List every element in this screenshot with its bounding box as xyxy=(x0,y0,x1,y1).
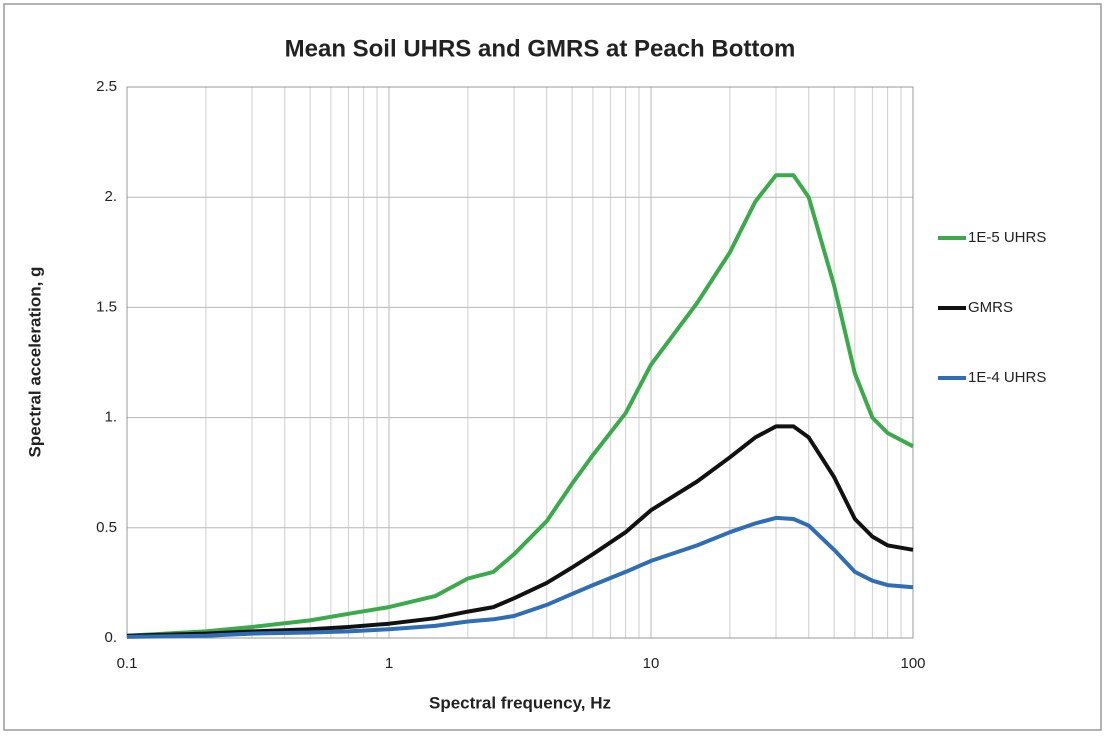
x-tick-label: 10 xyxy=(643,655,660,672)
series-line xyxy=(126,424,914,638)
x-tick-label: 0.1 xyxy=(117,655,138,672)
y-tick-label: 0. xyxy=(104,629,117,646)
legend-label: 1E-4 UHRS xyxy=(968,369,1046,386)
y-tick-label: 1. xyxy=(104,409,117,426)
y-tick-label: 2. xyxy=(104,188,117,205)
y-tick-label: 2.5 xyxy=(96,78,117,95)
y-tick-label: 0.5 xyxy=(96,519,117,536)
series-line xyxy=(126,173,914,638)
y-tick-label: 1.5 xyxy=(96,298,117,315)
chart-frame xyxy=(3,3,1102,731)
x-axis-label: Spectral frequency, Hz xyxy=(429,693,611,712)
legend-label: 1E-5 UHRS xyxy=(968,229,1046,246)
x-tick-label: 1 xyxy=(385,655,393,672)
legend-label: GMRS xyxy=(968,299,1013,316)
chart-title: Mean Soil UHRS and GMRS at Peach Bottom xyxy=(285,35,796,62)
y-axis-label: Spectral acceleration, g xyxy=(25,267,44,458)
plot-area xyxy=(126,86,914,639)
series-line xyxy=(126,515,914,639)
x-tick-label: 100 xyxy=(900,655,925,672)
